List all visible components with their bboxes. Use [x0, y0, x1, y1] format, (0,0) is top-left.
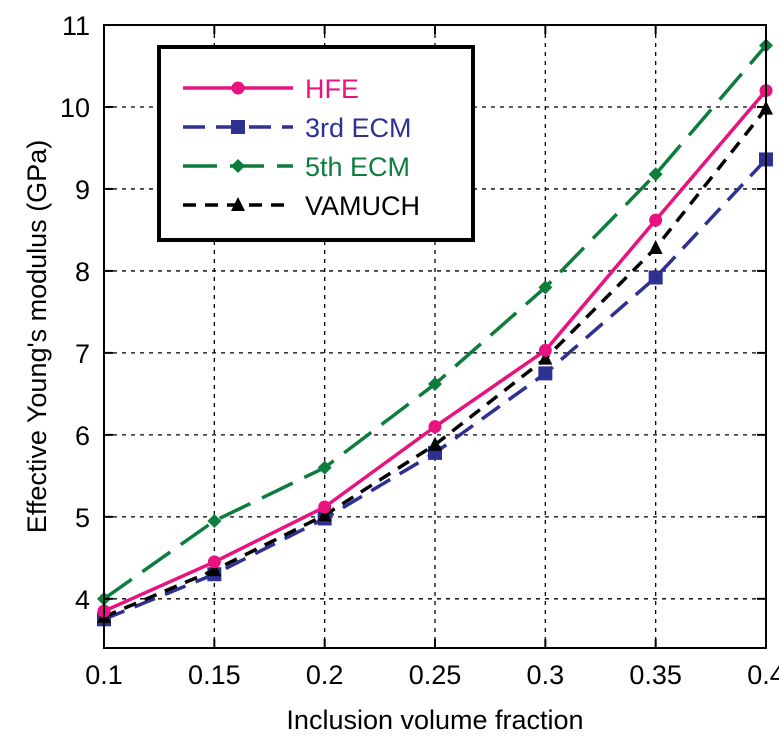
x-tick-label: 0.3: [527, 660, 565, 690]
legend-marker: [231, 120, 245, 134]
data-point-vamuch: [317, 507, 332, 522]
axis-ticks: [103, 24, 767, 648]
y-tick-label: 7: [75, 339, 90, 369]
data-point-vamuch: [538, 350, 553, 365]
legend-label: VAMUCH: [305, 191, 420, 221]
y-tick-label: 11: [62, 11, 90, 41]
data-point-vamuch: [648, 239, 663, 254]
legend-label: 5th ECM: [305, 152, 410, 182]
data-point-vamuch: [428, 436, 442, 451]
x-tick-label: 0.15: [188, 660, 241, 690]
legend-marker: [231, 159, 245, 173]
data-point-5th-ecm: [428, 377, 442, 392]
series-vamuch: [97, 100, 773, 623]
x-tick-label: 0.25: [409, 660, 462, 690]
legend-item-5th-ecm: 5th ECM: [183, 152, 410, 182]
legend-label: 3rd ECM: [305, 113, 412, 143]
data-point-hfe: [538, 343, 552, 357]
legend-item-vamuch: VAMUCH: [183, 191, 420, 221]
data-point-vamuch: [207, 562, 222, 577]
legend: HFE 3rd ECM 5th ECM VAMUCH: [157, 45, 475, 242]
data-point-5th-ecm: [648, 167, 663, 182]
legend-box: [157, 45, 475, 242]
x-axis-title: Inclusion volume fraction: [286, 705, 583, 735]
legend-label: HFE: [305, 74, 359, 104]
data-point-hfe: [649, 213, 663, 227]
x-tick-label: 0.35: [629, 660, 682, 690]
data-point-5th-ecm: [538, 280, 553, 295]
legend-marker: [231, 197, 245, 211]
x-tick-label: 0.4: [747, 660, 779, 690]
y-tick-label: 8: [75, 257, 90, 287]
x-tick-label: 0.2: [306, 660, 344, 690]
y-axis-title: Effective Young's modulus (GPa): [22, 140, 52, 533]
legend-items: HFE 3rd ECM 5th ECM VAMUCH: [183, 74, 420, 221]
y-tick-label: 6: [75, 421, 90, 451]
y-axis-tick-labels: 4 5 6 7 8 9 10 11: [60, 11, 90, 615]
x-axis-tick-labels: 0.1 0.15 0.2 0.25 0.3 0.35 0.4: [85, 660, 779, 690]
legend-item-3rd-ecm: 3rd ECM: [183, 113, 412, 143]
y-tick-label: 9: [75, 175, 90, 205]
data-point-3rd-ecm: [648, 270, 663, 285]
data-point-hfe: [207, 555, 221, 569]
y-tick-label: 5: [75, 503, 90, 533]
data-point-5th-ecm: [207, 513, 222, 528]
data-point-5th-ecm: [317, 460, 332, 475]
legend-item-hfe: HFE: [183, 74, 359, 104]
data-point-hfe: [318, 500, 332, 514]
data-point-3rd-ecm: [538, 366, 553, 381]
x-tick-label: 0.1: [85, 660, 123, 690]
y-tick-label: 10: [60, 93, 90, 123]
legend-marker: [231, 81, 245, 95]
y-tick-label: 4: [75, 585, 90, 615]
data-point-hfe: [428, 420, 442, 434]
